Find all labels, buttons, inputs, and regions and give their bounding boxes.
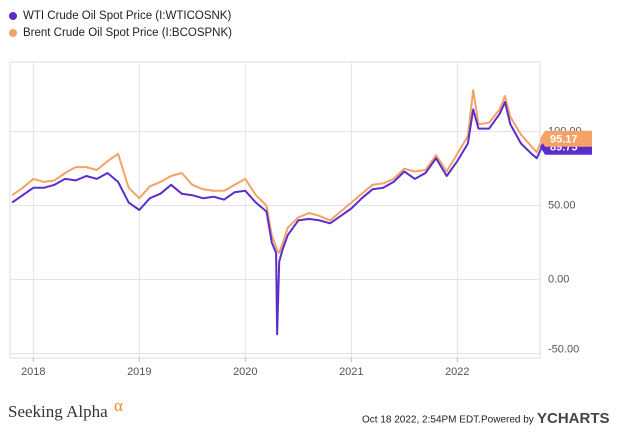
plot-frame <box>9 61 541 359</box>
x-tick-label: 2022 <box>445 366 469 378</box>
brand-mark: α <box>114 396 123 415</box>
y-tick-label: -50.00 <box>548 343 579 355</box>
timestamp: Oct 18 2022, 2:54PM EDT. <box>362 415 481 426</box>
x-tick-label: 2021 <box>339 366 363 378</box>
end-label-box <box>540 130 592 147</box>
x-tick-label: 2018 <box>21 366 45 378</box>
series-line <box>11 89 544 254</box>
legend-swatch <box>9 29 17 37</box>
legend-label: WTI Crude Oil Spot Price (I:WTICOSNK) <box>23 10 231 22</box>
brand: Seeking Alpha <box>8 402 108 421</box>
y-tick-label: 0.00 <box>548 273 569 285</box>
series-line <box>11 101 544 336</box>
powered-by: Powered by <box>481 415 534 426</box>
legend: WTI Crude Oil Spot Price (I:WTICOSNK) Bre… <box>9 10 232 39</box>
x-tick-label: 2019 <box>127 366 151 378</box>
legend-label: Brent Crude Oil Spot Price (I:BCOSPNK) <box>23 27 232 39</box>
provider-logo: YCHARTS <box>537 410 610 427</box>
end-label: 95.17 <box>550 134 578 146</box>
y-tick-label: 50.00 <box>548 199 576 211</box>
legend-swatch <box>9 12 17 20</box>
x-tick-label: 2020 <box>233 366 257 378</box>
